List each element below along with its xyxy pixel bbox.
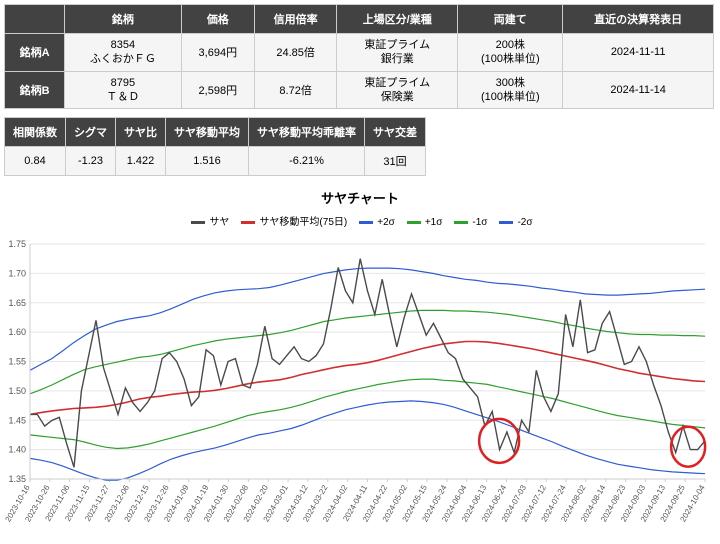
cell-name: 8354ふくおかＦＧ (65, 34, 180, 71)
stats-header: サヤ移動平均 (166, 118, 248, 146)
svg-text:1.40: 1.40 (8, 445, 26, 455)
legend-item: サヤ (187, 217, 229, 228)
stats-header: サヤ交差 (365, 118, 425, 146)
row-label: 銘柄A (5, 34, 64, 71)
legend-item: -1σ (450, 217, 487, 228)
row-label: 銘柄B (5, 72, 64, 109)
cell-margin: 8.72倍 (255, 72, 336, 109)
table-row: 銘柄A8354ふくおかＦＧ3,694円24.85倍東証プライム銀行業200株(1… (5, 34, 713, 71)
svg-text:1.60: 1.60 (8, 327, 26, 337)
header-name: 銘柄 (65, 5, 180, 33)
stats-header: シグマ (66, 118, 115, 146)
legend-item: +1σ (403, 217, 443, 228)
svg-text:1.45: 1.45 (8, 415, 26, 425)
stats-header-row: 相関係数シグマサヤ比サヤ移動平均サヤ移動平均乖離率サヤ交差 (5, 118, 425, 146)
svg-text:1.75: 1.75 (8, 239, 26, 249)
header-margin: 信用倍率 (255, 5, 336, 33)
header-earnings: 直近の決算発表日 (563, 5, 713, 33)
legend-item: +2σ (355, 217, 395, 228)
stats-table: 相関係数シグマサヤ比サヤ移動平均サヤ移動平均乖離率サヤ交差 0.84-1.231… (4, 117, 426, 176)
cell-market: 東証プライム銀行業 (337, 34, 457, 71)
header-market: 上場区分/業種 (337, 5, 457, 33)
legend-item: サヤ移動平均(75日) (237, 217, 347, 228)
header-blank (5, 5, 64, 33)
header-shares: 両建て (458, 5, 562, 33)
stats-header: サヤ移動平均乖離率 (249, 118, 364, 146)
cell-earnings: 2024-11-11 (563, 34, 713, 71)
stats-value: 31回 (365, 147, 425, 175)
cell-market: 東証プライム保険業 (337, 72, 457, 109)
svg-text:1.55: 1.55 (8, 357, 26, 367)
svg-text:1.70: 1.70 (8, 269, 26, 279)
svg-text:1.65: 1.65 (8, 298, 26, 308)
cell-shares: 200株(100株単位) (458, 34, 562, 71)
stats-value-row: 0.84-1.231.4221.516-6.21%31回 (5, 147, 425, 175)
cell-shares: 300株(100株単位) (458, 72, 562, 109)
stats-value: -1.23 (66, 147, 115, 175)
cell-price: 2,598円 (182, 72, 255, 109)
chart-svg: 1.351.401.451.501.551.601.651.701.752023… (0, 234, 710, 544)
chart-title: サヤチャート (0, 188, 720, 207)
stats-value: -6.21% (249, 147, 364, 175)
stats-header: サヤ比 (116, 118, 165, 146)
stock-pair-table: 銘柄 価格 信用倍率 上場区分/業種 両建て 直近の決算発表日 銘柄A8354ふ… (4, 4, 714, 109)
cell-margin: 24.85倍 (255, 34, 336, 71)
stats-header: 相関係数 (5, 118, 65, 146)
main-table-header-row: 銘柄 価格 信用倍率 上場区分/業種 両建て 直近の決算発表日 (5, 5, 713, 33)
svg-text:1.50: 1.50 (8, 386, 26, 396)
legend-item: -2σ (495, 217, 532, 228)
svg-text:1.35: 1.35 (8, 474, 26, 484)
stats-value: 0.84 (5, 147, 65, 175)
cell-name: 8795Ｔ＆Ｄ (65, 72, 180, 109)
cell-price: 3,694円 (182, 34, 255, 71)
header-price: 価格 (182, 5, 255, 33)
table-row: 銘柄B8795Ｔ＆Ｄ2,598円8.72倍東証プライム保険業300株(100株単… (5, 72, 713, 109)
cell-earnings: 2024-11-14 (563, 72, 713, 109)
stats-value: 1.516 (166, 147, 248, 175)
chart-legend: サヤサヤ移動平均(75日) +2σ +1σ -1σ -2σ (0, 213, 720, 228)
stats-value: 1.422 (116, 147, 165, 175)
saya-chart: サヤチャート サヤサヤ移動平均(75日) +2σ +1σ -1σ -2σ 1.35 1.4… (0, 180, 720, 544)
